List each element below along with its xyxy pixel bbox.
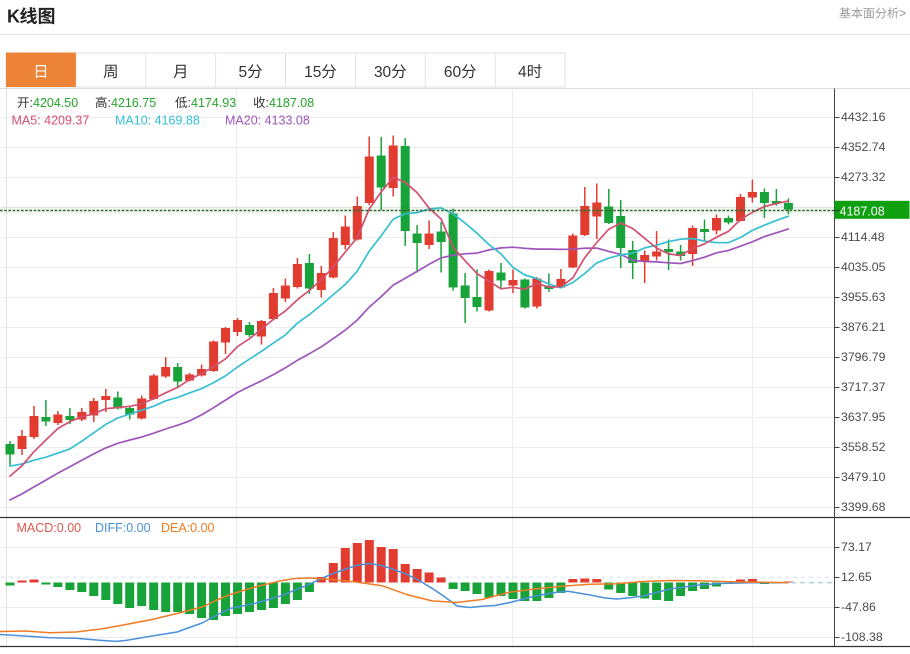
svg-text:4114.48: 4114.48 xyxy=(841,230,885,244)
svg-text:3399.68: 3399.68 xyxy=(841,500,886,514)
svg-text:3876.21: 3876.21 xyxy=(841,320,886,334)
svg-text:3479.10: 3479.10 xyxy=(841,470,886,484)
svg-text:K: K xyxy=(7,7,20,27)
svg-text:5: 5 xyxy=(239,64,248,81)
svg-text:4187.08: 4187.08 xyxy=(269,96,314,110)
svg-text:3717.37: 3717.37 xyxy=(841,380,886,394)
svg-text::: : xyxy=(266,96,269,110)
svg-text:4432.16: 4432.16 xyxy=(841,110,886,124)
svg-text:5: 5 xyxy=(313,64,322,81)
svg-text:3955.63: 3955.63 xyxy=(841,290,886,304)
svg-text:4035.05: 4035.05 xyxy=(841,260,886,274)
svg-text:6: 6 xyxy=(444,64,453,81)
svg-text:12.65: 12.65 xyxy=(841,570,872,584)
svg-text::: : xyxy=(188,96,191,110)
svg-text:-108.38: -108.38 xyxy=(841,630,883,644)
svg-text:4204.50: 4204.50 xyxy=(33,96,78,110)
svg-text:-47.86: -47.86 xyxy=(841,600,876,614)
svg-text:4216.75: 4216.75 xyxy=(111,96,156,110)
svg-text::: : xyxy=(30,96,33,110)
svg-text:3558.52: 3558.52 xyxy=(841,440,886,454)
svg-text:73.17: 73.17 xyxy=(841,540,872,554)
svg-text:4273.32: 4273.32 xyxy=(841,170,886,184)
svg-text:1: 1 xyxy=(304,64,313,81)
svg-text:0: 0 xyxy=(383,64,392,81)
svg-text:0: 0 xyxy=(452,64,461,81)
svg-text:3796.79: 3796.79 xyxy=(841,350,886,364)
svg-text::: : xyxy=(108,96,111,110)
svg-text:3: 3 xyxy=(374,64,383,81)
svg-text:4174.93: 4174.93 xyxy=(191,96,236,110)
svg-text:MA20: 4133.08: MA20: 4133.08 xyxy=(225,114,310,128)
svg-text:4: 4 xyxy=(518,64,527,81)
svg-text:MACD:0.00: MACD:0.00 xyxy=(17,521,82,535)
svg-text:4352.74: 4352.74 xyxy=(841,140,886,154)
svg-text:MA5: 4209.37: MA5: 4209.37 xyxy=(12,114,90,128)
svg-text:MA10: 4169.88: MA10: 4169.88 xyxy=(115,114,200,128)
svg-text:>: > xyxy=(899,7,906,21)
svg-text:DIFF:0.00: DIFF:0.00 xyxy=(95,521,151,535)
svg-text:4187.08: 4187.08 xyxy=(840,204,885,218)
svg-text:DEA:0.00: DEA:0.00 xyxy=(161,521,215,535)
svg-text:3637.95: 3637.95 xyxy=(841,410,886,424)
